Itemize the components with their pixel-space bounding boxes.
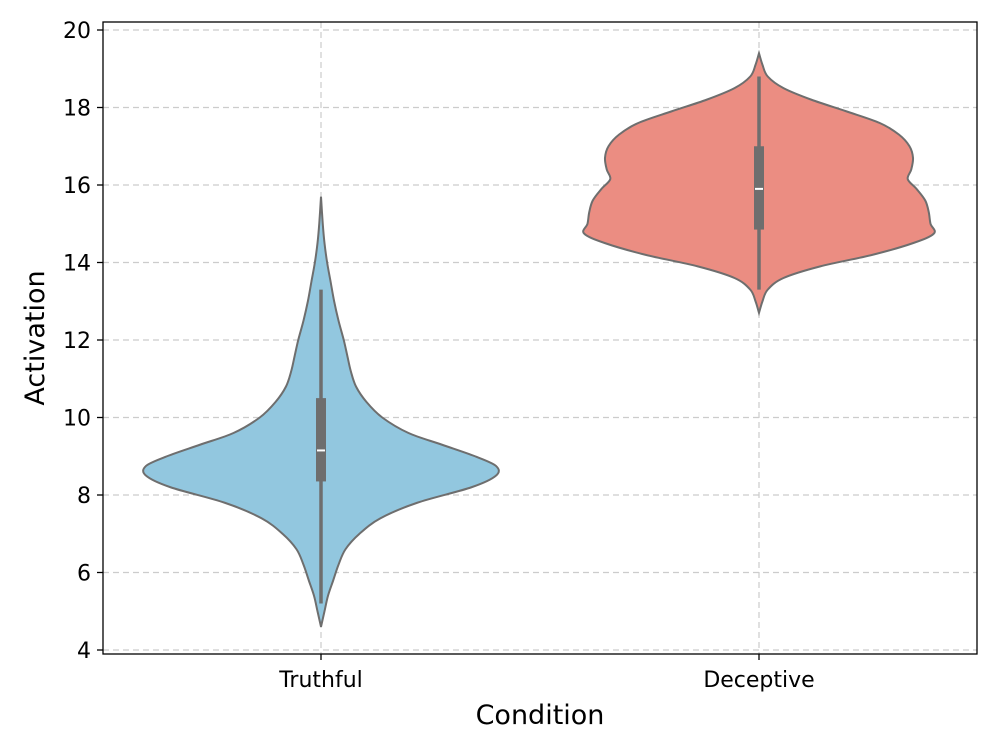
x-axis-label: Condition [476,700,605,731]
y-tick-label: 4 [77,639,91,664]
y-axis-ticks: 4 6 8 10 12 14 16 18 20 [63,19,103,664]
y-tick-label: 14 [63,252,91,277]
x-axis-ticks: Truthful Deceptive [278,654,815,693]
violin-deceptive [582,49,936,317]
violin-iqr-box [316,398,326,482]
y-axis-label: Activation [20,270,51,405]
y-tick-label: 12 [63,329,91,354]
plot-frame [102,21,978,655]
violins [142,49,936,627]
x-tick-label: Deceptive [703,668,814,693]
violin-truthful [142,196,500,627]
y-tick-label: 16 [63,174,91,199]
y-tick-label: 6 [77,562,91,587]
y-tick-label: 10 [63,407,91,432]
y-tick-label: 8 [77,484,91,509]
x-tick-label: Truthful [278,668,363,693]
y-tick-label: 20 [63,19,91,44]
y-tick-label: 18 [63,97,91,122]
